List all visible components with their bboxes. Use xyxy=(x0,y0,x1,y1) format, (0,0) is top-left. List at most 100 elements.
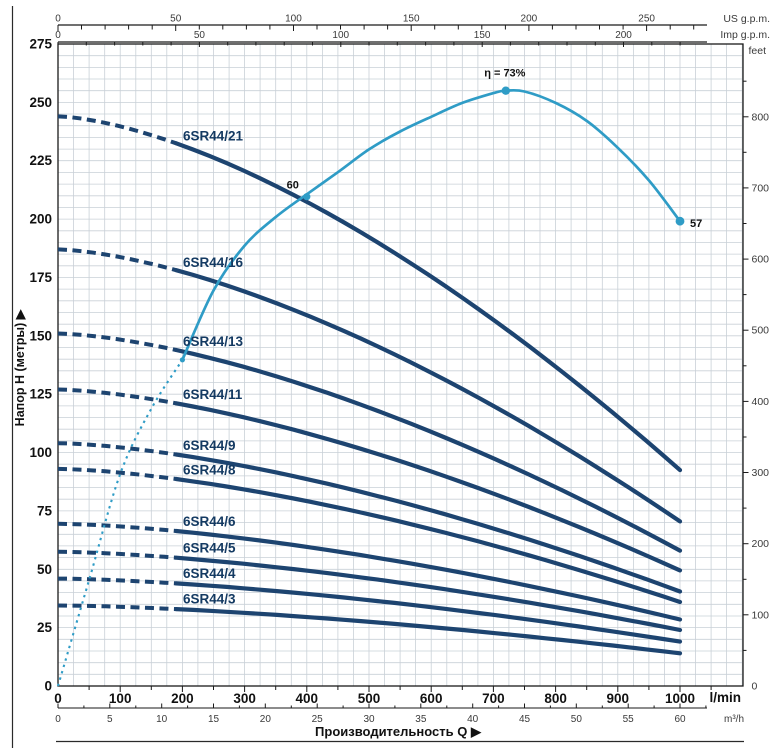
static-text-labels: US g.p.m. Imp g.p.m. feet l/min m³/h Про… xyxy=(13,13,770,739)
pump-curve-label: 6SR44/5 xyxy=(183,540,236,555)
head-m-tick-label: 50 xyxy=(37,562,52,577)
feet-tick-label: 0 xyxy=(752,681,758,693)
efficiency-curve-solid xyxy=(181,88,682,361)
x-axis-title: Производительность Q ▶ xyxy=(315,724,482,739)
us-gpm-tick-label: 150 xyxy=(403,14,420,25)
pump-curve-dashed-6SR44/8 xyxy=(57,466,177,481)
head-m-tick-label: 25 xyxy=(37,620,53,635)
lmin-tick-label: 600 xyxy=(420,691,443,706)
lmin-tick-label: 1000 xyxy=(665,691,695,706)
m3h-tick-label: 50 xyxy=(571,714,583,725)
lmin-tick-label: 700 xyxy=(482,691,505,706)
feet-tick-label: 200 xyxy=(752,538,770,550)
feet-tick-label: 300 xyxy=(752,467,770,479)
head-m-tick-label: 200 xyxy=(29,212,52,227)
pump-curve-label: 6SR44/8 xyxy=(183,462,236,477)
m3h-tick-label: 30 xyxy=(363,714,375,725)
lmin-unit-label: l/min xyxy=(709,690,741,705)
pump-curve-dashed-6SR44/6 xyxy=(57,521,177,533)
imp-gpm-tick-label: 100 xyxy=(332,30,349,41)
imp-gpm-tick-label: 50 xyxy=(194,30,206,41)
imp-gpm-unit-label: Imp g.p.m. xyxy=(720,29,770,41)
pump-curve-6SR44/21 xyxy=(174,141,683,473)
pump-curve-dashed-6SR44/11 xyxy=(57,387,177,406)
curve-labels: 6SR44/21 6SR44/16 6SR44/13 6SR44/11 6SR44/9 6… xyxy=(183,68,702,607)
head-m-tick-label: 125 xyxy=(29,387,52,402)
m3h-tick-label: 0 xyxy=(55,714,61,725)
y-axis-title: Напор H (метры) ▶ xyxy=(13,308,27,426)
pump-curve-6SR44/16 xyxy=(174,268,683,524)
head-m-tick-label: 75 xyxy=(37,503,53,518)
pump-curve-6SR44/6 xyxy=(174,528,683,622)
imp-gpm-tick-label: 200 xyxy=(615,30,632,41)
head-m-tick-label: 0 xyxy=(44,679,52,694)
pump-curve-label: 6SR44/16 xyxy=(183,255,244,270)
efficiency-marker-dot xyxy=(675,216,685,226)
m3h-tick-label: 60 xyxy=(674,714,686,725)
feet-tick-label: 500 xyxy=(752,325,770,337)
feet-tick-label: 800 xyxy=(752,111,770,123)
pump-curve-label: 6SR44/9 xyxy=(183,438,236,453)
head-m-tick-label: 175 xyxy=(29,270,52,285)
us-gpm-tick-label: 100 xyxy=(285,14,302,25)
lmin-tick-label: 300 xyxy=(233,691,256,706)
m3h-tick-label: 10 xyxy=(156,714,168,725)
pump-curve-dashed-6SR44/13 xyxy=(57,331,177,352)
pump-curve-dashed-6SR44/3 xyxy=(57,603,177,612)
pump-curves xyxy=(57,114,683,656)
imp-gpm-tick-label: 0 xyxy=(55,30,61,41)
efficiency-marker-dot xyxy=(501,86,510,95)
us-gpm-tick-label: 250 xyxy=(638,14,655,25)
efficiency-curve xyxy=(56,86,685,687)
lmin-tick-label: 400 xyxy=(296,691,319,706)
feet-tick-label: 100 xyxy=(752,609,770,621)
pump-curve-6SR44/13 xyxy=(174,347,683,553)
lmin-tick-label: 900 xyxy=(607,691,630,706)
head-m-tick-label: 225 xyxy=(29,153,52,168)
head-m-tick-label: 100 xyxy=(29,445,52,460)
efficiency-marker-label: η = 73% xyxy=(484,68,525,80)
lmin-tick-label: 100 xyxy=(109,691,132,706)
page-frame xyxy=(11,6,744,748)
pump-curve-dashed-6SR44/21 xyxy=(57,114,177,146)
pump-curve-dashed-6SR44/16 xyxy=(57,247,177,273)
pump-curve-dashed-6SR44/9 xyxy=(57,441,177,457)
us-gpm-tick-label: 200 xyxy=(521,14,538,25)
pump-curve-dashed-6SR44/4 xyxy=(57,576,177,586)
m3h-tick-label: 20 xyxy=(260,714,272,725)
lmin-tick-label: 500 xyxy=(358,691,381,706)
m3h-tick-label: 5 xyxy=(107,714,113,725)
pump-curve-6SR44/11 xyxy=(174,401,683,573)
feet-unit-label: feet xyxy=(748,45,766,57)
m3h-tick-label: 55 xyxy=(623,714,635,725)
us-gpm-tick-label: 0 xyxy=(55,14,61,25)
head-m-tick-label: 275 xyxy=(29,37,52,52)
lmin-tick-label: 0 xyxy=(54,691,62,706)
m3h-tick-label: 15 xyxy=(208,714,220,725)
lmin-tick-label: 800 xyxy=(544,691,567,706)
efficiency-marker-label: 60 xyxy=(287,180,299,192)
pump-curve-6SR44/4 xyxy=(174,581,683,644)
us-gpm-unit-label: US g.p.m. xyxy=(723,13,770,25)
pump-curve-6SR44/5 xyxy=(174,555,683,633)
feet-tick-label: 400 xyxy=(752,396,770,408)
m3h-tick-label: 40 xyxy=(467,714,479,725)
efficiency-marker-label: 57 xyxy=(690,218,702,230)
efficiency-marker-dot xyxy=(303,193,311,201)
m3h-tick-label: 25 xyxy=(312,714,324,725)
pump-curve-label: 6SR44/3 xyxy=(183,592,236,607)
pump-curve-label: 6SR44/6 xyxy=(183,514,236,529)
head-m-tick-label: 150 xyxy=(29,328,52,343)
pump-curve-label: 6SR44/11 xyxy=(183,387,243,402)
pump-curve-label: 6SR44/4 xyxy=(183,566,236,581)
m3h-tick-label: 35 xyxy=(415,714,427,725)
us-gpm-tick-label: 50 xyxy=(170,14,182,25)
pump-curve-label: 6SR44/21 xyxy=(183,129,244,144)
head-m-tick-label: 250 xyxy=(29,95,52,110)
feet-tick-label: 700 xyxy=(752,182,770,194)
pump-curve-6SR44/9 xyxy=(174,452,683,594)
pump-curve-6SR44/3 xyxy=(174,607,683,656)
